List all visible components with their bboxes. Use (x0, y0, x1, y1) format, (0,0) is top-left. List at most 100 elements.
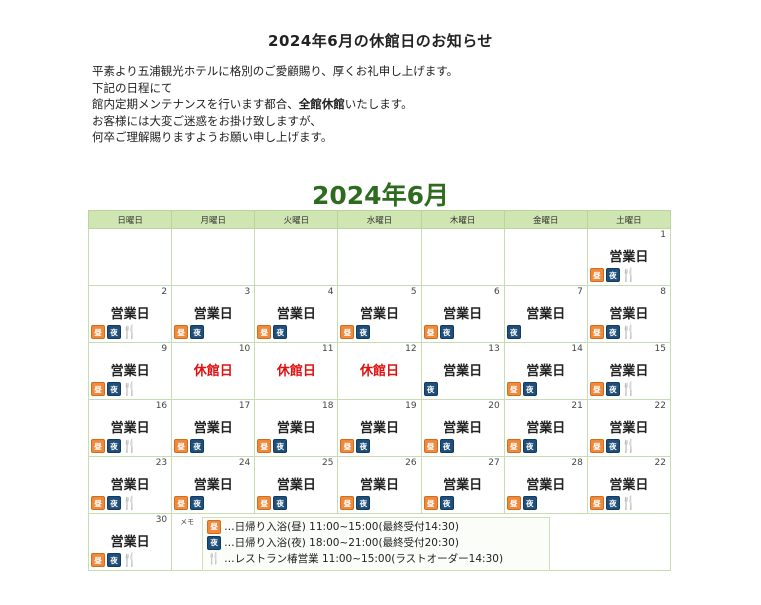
daytime-bath-icon: 昼 (91, 382, 105, 396)
daytime-bath-icon: 昼 (91, 496, 105, 510)
service-icons: 昼夜 🍴 (91, 552, 139, 568)
day-number: 10 (238, 344, 251, 354)
calendar-body: 1 営業日昼夜 🍴 2 営業日昼夜 🍴 3 営業日昼夜 4 営業日昼夜 5 営業日昼夜 6 営業日昼夜 7 営… (87, 228, 672, 571)
day-number: 23 (155, 458, 168, 468)
restaurant-icon: 🍴 (121, 552, 139, 568)
calendar-day-cell: 24 営業日昼夜 (171, 456, 256, 514)
open-day-label: 営業日 (443, 421, 483, 436)
weekday-header: 月曜日 (171, 210, 256, 229)
open-day-label: 営業日 (609, 364, 649, 379)
daytime-bath-icon: 昼 (257, 325, 272, 339)
calendar-table: 日曜日 月曜日 火曜日 水曜日 木曜日 金曜日 土曜日 1 営業日昼夜 🍴 2 営業日昼… (87, 210, 672, 571)
restaurant-icon: 🍴 (207, 552, 221, 565)
open-day-label: 営業日 (526, 307, 566, 322)
day-number: 6 (493, 287, 500, 297)
daytime-bath-icon: 昼 (340, 496, 355, 510)
notice-line: 何卒ご理解賜りますようお願い申し上げます。 (92, 130, 333, 144)
open-day-label: 営業日 (276, 478, 316, 493)
calendar-empty-cell (337, 228, 422, 286)
weekday-header: 土曜日 (586, 210, 672, 229)
daytime-bath-icon: 昼 (423, 325, 438, 339)
notice-line: 平素より五浦観光ホテルに格別のご愛顧賜り、厚くお礼申し上げます。 (92, 64, 459, 78)
calendar-day-cell: 13 営業日夜 (420, 342, 505, 400)
night-bath-icon: 夜 (273, 325, 288, 339)
night-bath-icon: 夜 (107, 496, 121, 510)
calendar-week-row: 9 営業日昼夜 🍴 10 休館日 11 休館日 12 休館日 13 営業日夜 14 営業日昼夜 15 営業日… (87, 342, 672, 400)
daytime-bath-icon: 昼 (91, 439, 105, 453)
night-bath-icon: 夜 (506, 325, 521, 339)
night-bath-icon: 夜 (190, 496, 205, 510)
memo-cell: メモ昼 …日帰り入浴(昼) 11:00~15:00(最終受付14:30) 夜 …日帰り… (171, 513, 671, 571)
service-icons: 昼夜 🍴 (589, 324, 637, 340)
daytime-bath-icon: 昼 (257, 439, 272, 453)
legend-row: 夜 …日帰り入浴(夜) 18:00~21:00(最終受付20:30) (203, 535, 549, 550)
night-bath-icon: 夜 (107, 325, 121, 339)
daytime-bath-icon: 昼 (589, 382, 604, 396)
calendar-day-cell: 12 休館日 (337, 342, 422, 400)
daytime-bath-icon: 昼 (340, 439, 355, 453)
daytime-bath-icon: 昼 (257, 496, 272, 510)
service-icons: 昼夜 🍴 (589, 495, 637, 511)
notice-emphasis: 全館休館 (298, 97, 345, 111)
open-day-label: 営業日 (609, 421, 649, 436)
day-number: 30 (155, 515, 168, 525)
open-day-label: 営業日 (193, 478, 233, 493)
night-bath-icon: 夜 (107, 439, 121, 453)
night-bath-icon: 夜 (356, 439, 371, 453)
closed-day-label: 休館日 (276, 364, 316, 379)
notice-text-segment: いたします。 (344, 97, 413, 111)
day-number: 13 (488, 344, 500, 354)
calendar-title: 2024年6月 (312, 181, 449, 210)
calendar-day-cell: 5 営業日昼夜 (337, 285, 422, 343)
legend-text: …日帰り入浴(昼) 11:00~15:00(最終受付14:30) (224, 521, 459, 533)
open-day-label: 営業日 (526, 421, 566, 436)
open-day-label: 営業日 (276, 421, 316, 436)
open-day-label: 営業日 (609, 478, 649, 493)
legend-text: …レストラン椿営業 11:00~15:00(ラストオーダー14:30) (224, 553, 504, 565)
calendar-empty-cell (420, 228, 505, 286)
night-bath-icon: 夜 (190, 325, 205, 339)
calendar-empty-cell (503, 228, 588, 286)
daytime-bath-icon: 昼 (174, 325, 189, 339)
service-icons: 昼夜 🍴 (589, 438, 637, 454)
service-icons: 昼夜 🍴 (589, 267, 637, 283)
calendar-day-cell: 21 営業日昼夜 (503, 399, 588, 457)
day-number: 15 (654, 344, 666, 354)
service-icons: 昼夜 (340, 324, 371, 340)
night-bath-icon: 夜 (439, 439, 454, 453)
service-icons: 昼夜 (174, 495, 205, 511)
day-number: 3 (244, 287, 251, 297)
service-icons: 昼夜 🍴 (91, 495, 138, 511)
day-number: 12 (405, 344, 417, 354)
open-day-label: 営業日 (110, 478, 150, 493)
night-bath-icon: 夜 (439, 496, 454, 510)
night-bath-icon: 夜 (605, 382, 620, 396)
notice-text-segment: 館内定期メンテナンスを行います都合、 (92, 97, 299, 111)
calendar-day-cell: 27 営業日昼夜 (420, 456, 505, 514)
weekday-header: 日曜日 (87, 210, 173, 229)
notice-line: 下記の日程にて (92, 80, 173, 95)
calendar-day-cell: 3 営業日昼夜 (171, 285, 256, 343)
day-number: 17 (238, 401, 251, 411)
day-number: 11 (321, 344, 334, 354)
calendar-day-cell: 15 営業日昼夜 🍴 (586, 342, 672, 400)
calendar-week-row: 1 営業日昼夜 🍴 (87, 228, 672, 286)
memo-label: メモ (180, 518, 195, 526)
day-number: 19 (405, 401, 417, 411)
day-number: 14 (571, 344, 583, 354)
weekday-header: 金曜日 (503, 210, 588, 229)
calendar-day-cell: 11 休館日 (254, 342, 339, 400)
calendar-day-cell: 4 営業日昼夜 (254, 285, 339, 343)
restaurant-icon: 🍴 (620, 324, 637, 340)
calendar-week-row: 2 営業日昼夜 🍴 3 営業日昼夜 4 営業日昼夜 5 営業日昼夜 6 営業日昼夜 7 営業日夜 8 営業日… (87, 285, 672, 343)
open-day-label: 営業日 (110, 421, 150, 436)
open-day-label: 営業日 (359, 307, 399, 322)
weekday-header: 火曜日 (254, 210, 339, 229)
calendar-day-cell: 6 営業日昼夜 (420, 285, 505, 343)
closed-day-label: 休館日 (193, 364, 233, 379)
service-icons: 昼夜 (506, 495, 537, 511)
restaurant-icon: 🍴 (121, 324, 139, 340)
day-number: 27 (488, 458, 500, 468)
daytime-bath-icon: 昼 (589, 325, 604, 339)
calendar-day-cell: 23 営業日昼夜 🍴 (87, 456, 173, 514)
